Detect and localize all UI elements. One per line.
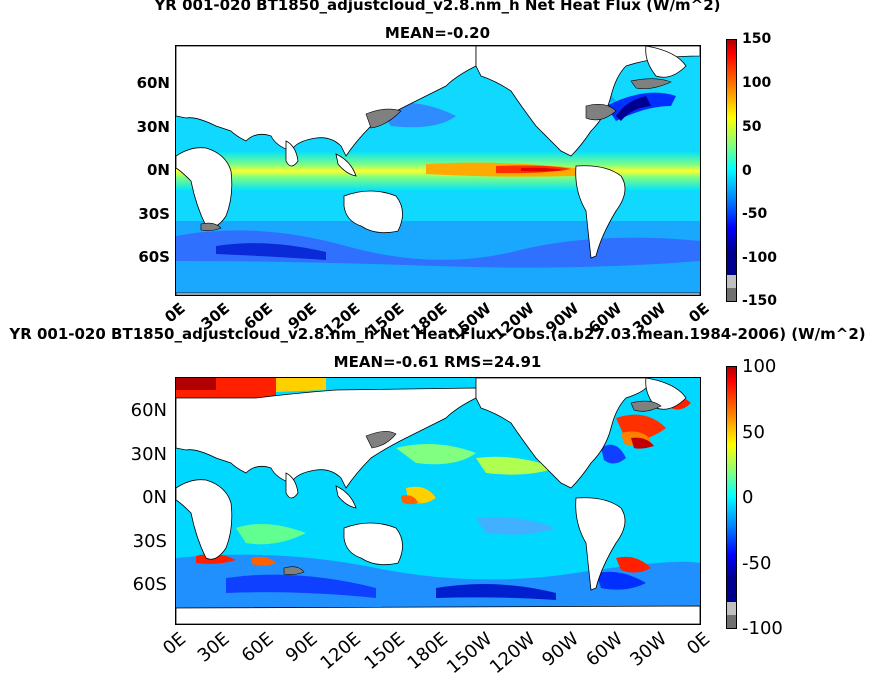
panel2-xtick: 150E xyxy=(360,628,409,674)
panel1-ytick: 60S xyxy=(138,248,170,266)
panel2-xtick: 0E xyxy=(683,628,715,660)
panel2-map xyxy=(175,377,701,625)
panel2-colorbar xyxy=(726,366,737,629)
panel2-ytick: 30N xyxy=(130,444,167,465)
panel1-map xyxy=(175,45,701,296)
panel2-map-svg xyxy=(176,378,700,624)
panel2-cbar-tick: 0 xyxy=(742,487,754,508)
panel2-xtick: 90E xyxy=(281,628,322,667)
panel1-xtick: 0E xyxy=(161,299,189,327)
panel1-cbar-tick: -50 xyxy=(742,206,768,222)
panel2-xtick: 150W xyxy=(442,628,496,678)
panel1-ytick: 0N xyxy=(147,161,170,179)
panel1-cbar-tick: -150 xyxy=(742,293,778,309)
panel1-ytick: 30S xyxy=(138,205,170,223)
panel1-title: YR 001-020 BT1850_adjustcloud_v2.8.nm_h … xyxy=(154,0,721,14)
panel2-xtick: 90W xyxy=(538,628,584,671)
panel1-ytick: 60N xyxy=(136,74,170,92)
panel2-xtick: 180E xyxy=(403,628,453,674)
panel2-xtick: 30E xyxy=(194,628,234,667)
panel2-xtick: 60E xyxy=(237,628,278,667)
panel1-colorbar-svg xyxy=(727,40,736,301)
panel1-cbar-tick: 0 xyxy=(742,163,752,179)
panel1-xtick: 0E xyxy=(685,299,713,327)
panel2-title: YR 001-020 BT1850_adjustcloud_v2.8.nm_h … xyxy=(9,325,866,343)
panel2-cbar-tick: 100 xyxy=(742,356,777,377)
panel2-subtitle: MEAN=-0.61 RMS=24.91 xyxy=(333,353,542,371)
panel2-xtick: 120E xyxy=(316,628,365,674)
panel2-ytick: 60N xyxy=(130,400,167,421)
panel1-cbar-tick: 150 xyxy=(742,31,772,47)
panel2-cbar-tick: -50 xyxy=(742,553,772,574)
panel1-map-svg xyxy=(176,46,700,295)
panel1-cbar-tick: 50 xyxy=(742,119,762,135)
panel2-xtick: 120W xyxy=(486,628,540,678)
panel2-xtick: 30W xyxy=(625,628,671,671)
panel1-cbar-tick: 100 xyxy=(742,75,772,91)
panel2-ytick: 0N xyxy=(142,487,167,508)
panel2-ytick: 60S xyxy=(132,574,167,595)
panel2-cbar-tick: -100 xyxy=(742,618,783,639)
panel2-colorbar-svg xyxy=(727,367,736,628)
panel1-cbar-tick: -100 xyxy=(742,250,778,266)
panel2-xtick: 0E xyxy=(159,628,191,660)
panel2-xtick: 60W xyxy=(582,628,627,671)
panel2-cbar-tick: 50 xyxy=(742,422,765,443)
panel2-ytick: 30S xyxy=(132,531,167,552)
panel1-colorbar xyxy=(726,39,737,302)
panel1-subtitle: MEAN=-0.20 xyxy=(384,24,491,42)
panel1-ytick: 30N xyxy=(136,118,170,136)
